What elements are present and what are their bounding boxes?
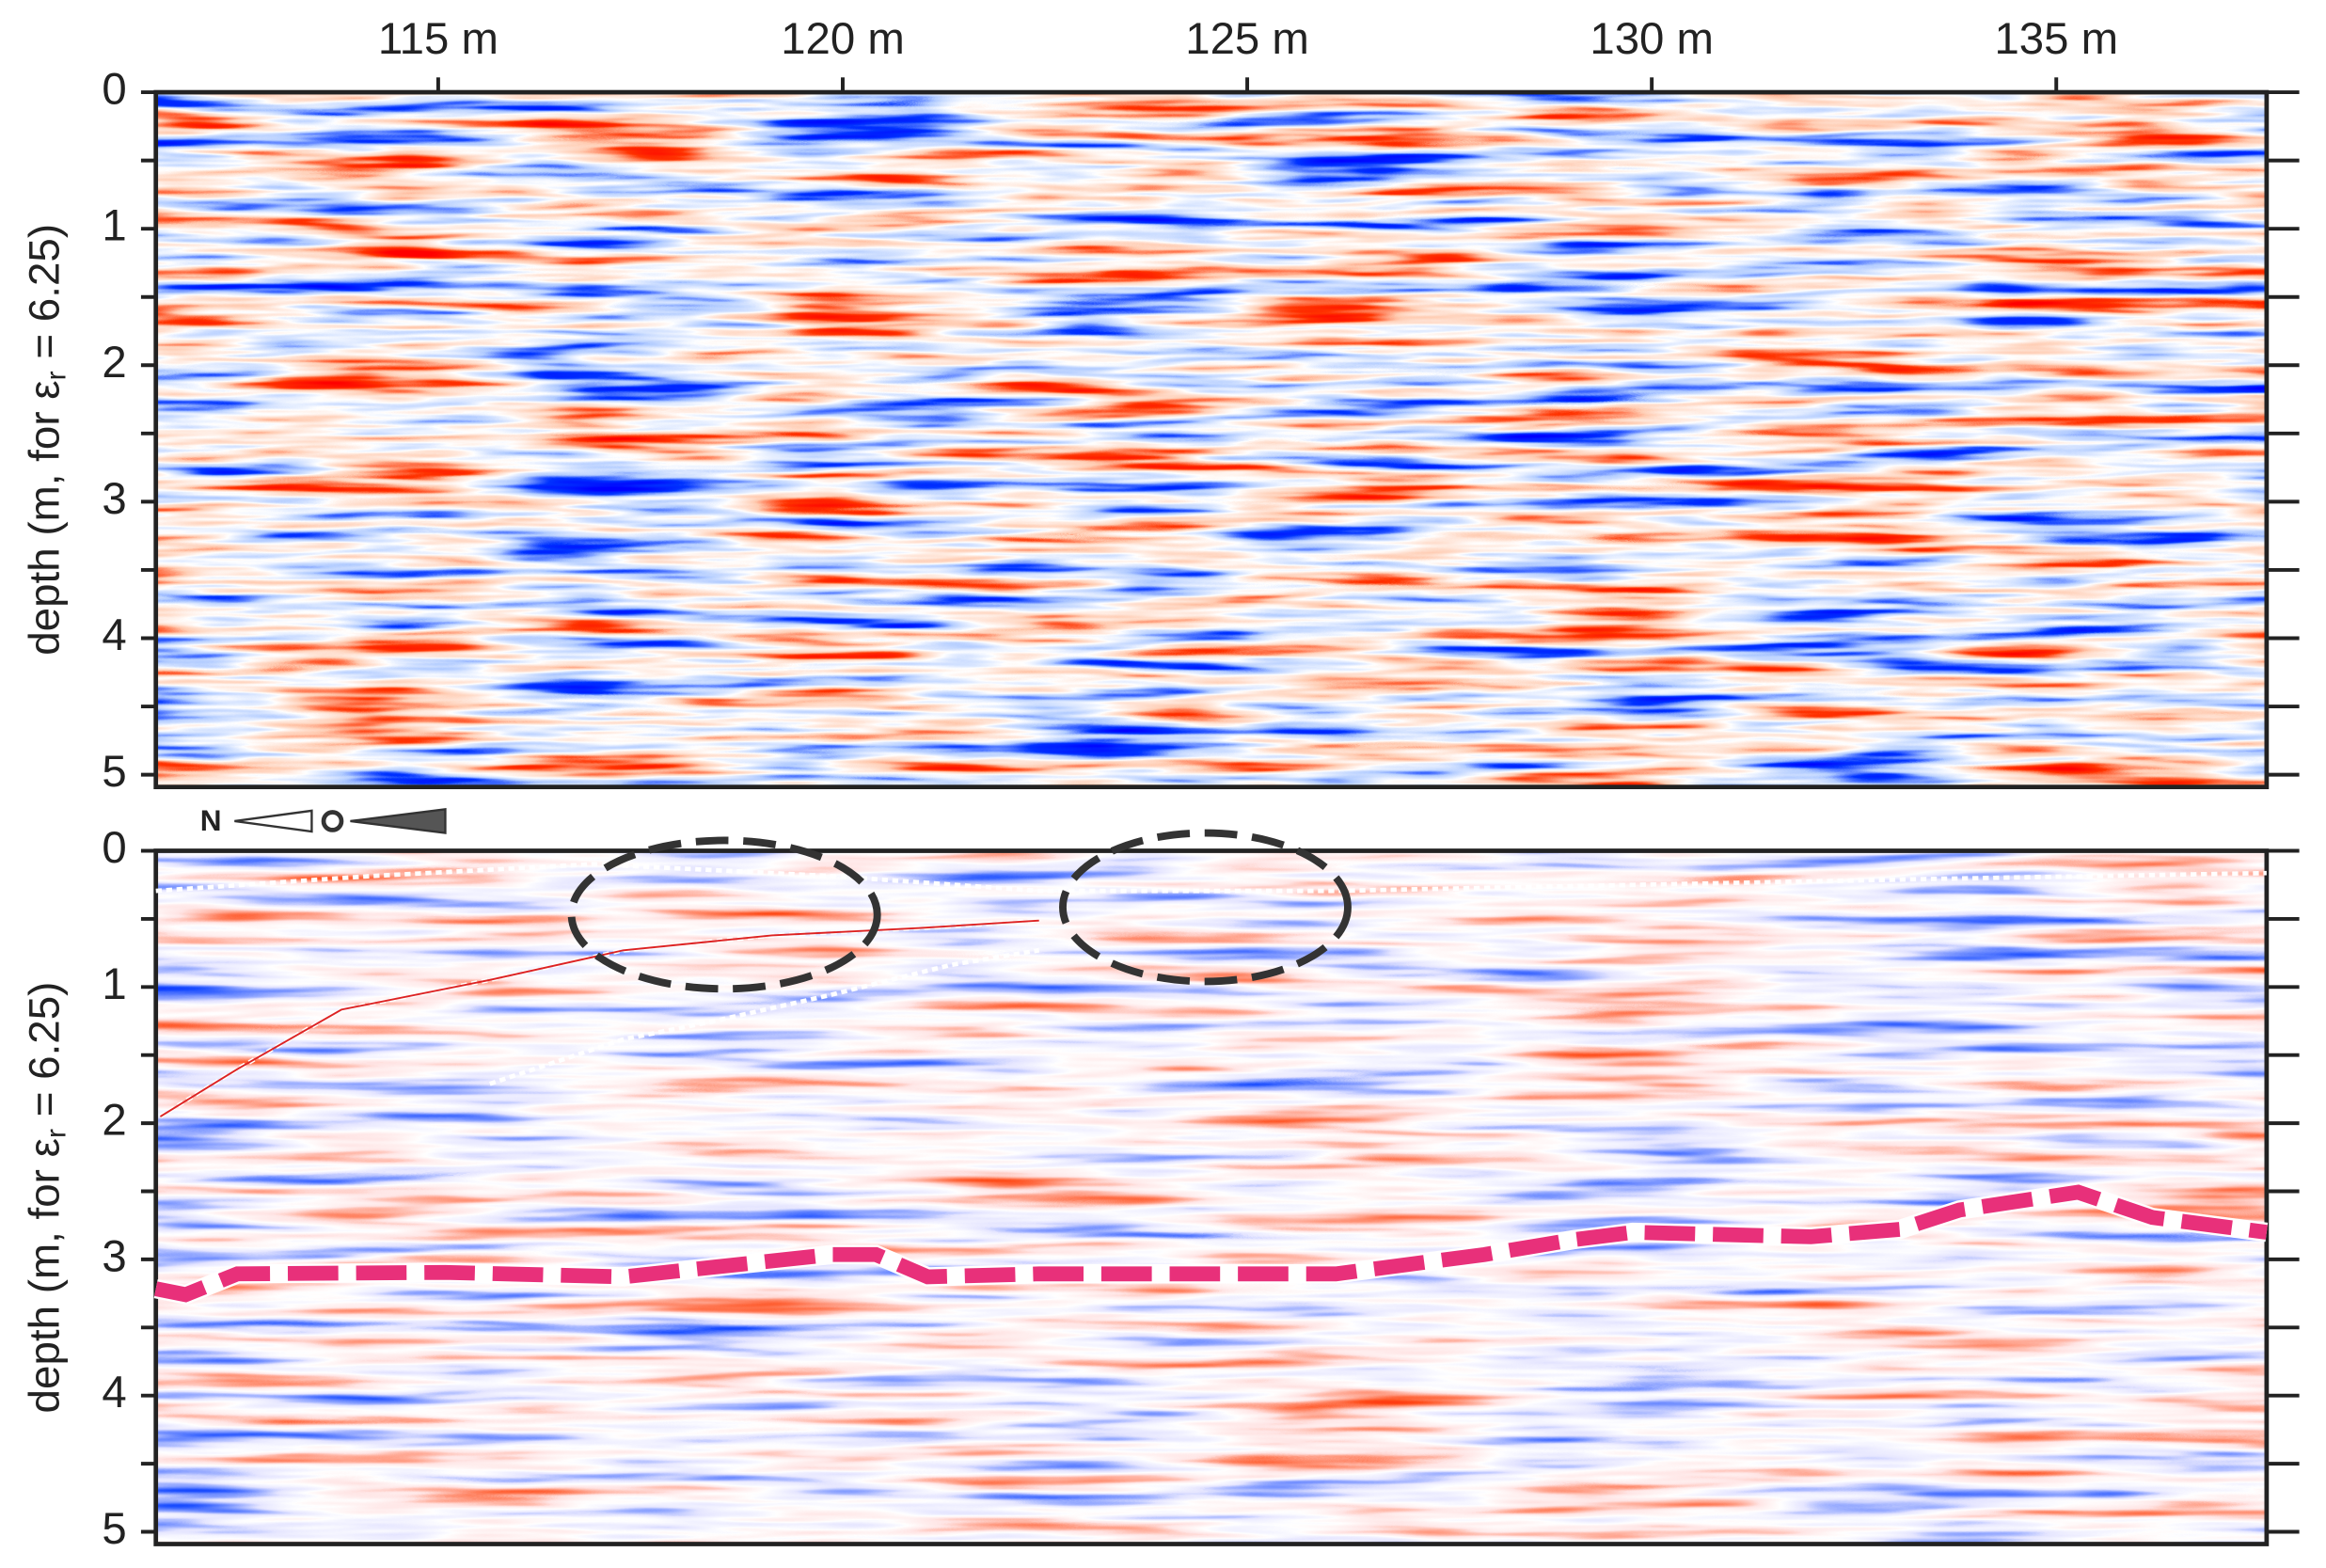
y-tick-label: 1 [102,959,126,1009]
y-tick-label: 3 [102,474,126,524]
reflector-line [489,947,1040,1086]
y-axis-label: depth (m, for εr = 6.25) [21,982,72,1414]
y-tick-label: 4 [102,1368,126,1418]
reflector-line [155,862,2267,894]
x-tick-label: 120 m [781,14,905,64]
y-label-sub: r [40,371,71,380]
panels: 0 1 2 3 4 5 115 m 120 m 125 m 130 m 135 m depth (m,… [21,14,2300,1554]
y-tick-label: 5 [102,747,126,797]
reflector-line [159,919,1039,1117]
y-label-end: = 6.25) [21,982,69,1129]
plot-frame [153,848,2270,1546]
panel: 0 1 2 3 4 5 115 m 120 m 125 m 130 m 135 m depth (m,… [21,14,2300,797]
arrow-shape [321,810,344,832]
highlight-ellipse [1059,829,1352,986]
y-tick-label: 0 [102,65,126,115]
y-label-main: depth (m, for ε [21,1138,69,1413]
arrow-shape [234,809,313,833]
y-tick-label: 0 [102,823,126,873]
y-label-sub: r [40,1129,71,1138]
x-tick-label: 115 m [378,14,498,64]
x-tick-label: 125 m [1185,14,1309,64]
plot-frame [153,89,2270,790]
y-tick-label: 3 [102,1231,126,1281]
panel: 0 1 2 3 4 5 depth (m, for εr = 6.25) [21,823,2300,1554]
y-label-main: depth (m, for ε [21,380,69,655]
radargram-image [155,92,2267,787]
y-axis-label: depth (m, for εr = 6.25) [21,224,72,656]
y-tick-label: 4 [102,610,126,660]
y-tick-label: 2 [102,338,126,388]
y-tick-label: 5 [102,1504,126,1554]
highlight-ellipse [567,836,881,993]
radargram-image [155,850,2267,1544]
arrow-shape [350,807,447,834]
x-tick-label: 130 m [1590,14,1714,64]
north-arrow [234,807,447,834]
north-label: N [200,803,222,837]
x-tick-label: 135 m [1994,14,2118,64]
horizon-line [154,1184,2268,1303]
y-tick-label: 2 [102,1096,126,1146]
annotations [153,807,2269,1306]
y-tick-label: 1 [102,201,126,251]
y-label-end: = 6.25) [21,224,69,371]
